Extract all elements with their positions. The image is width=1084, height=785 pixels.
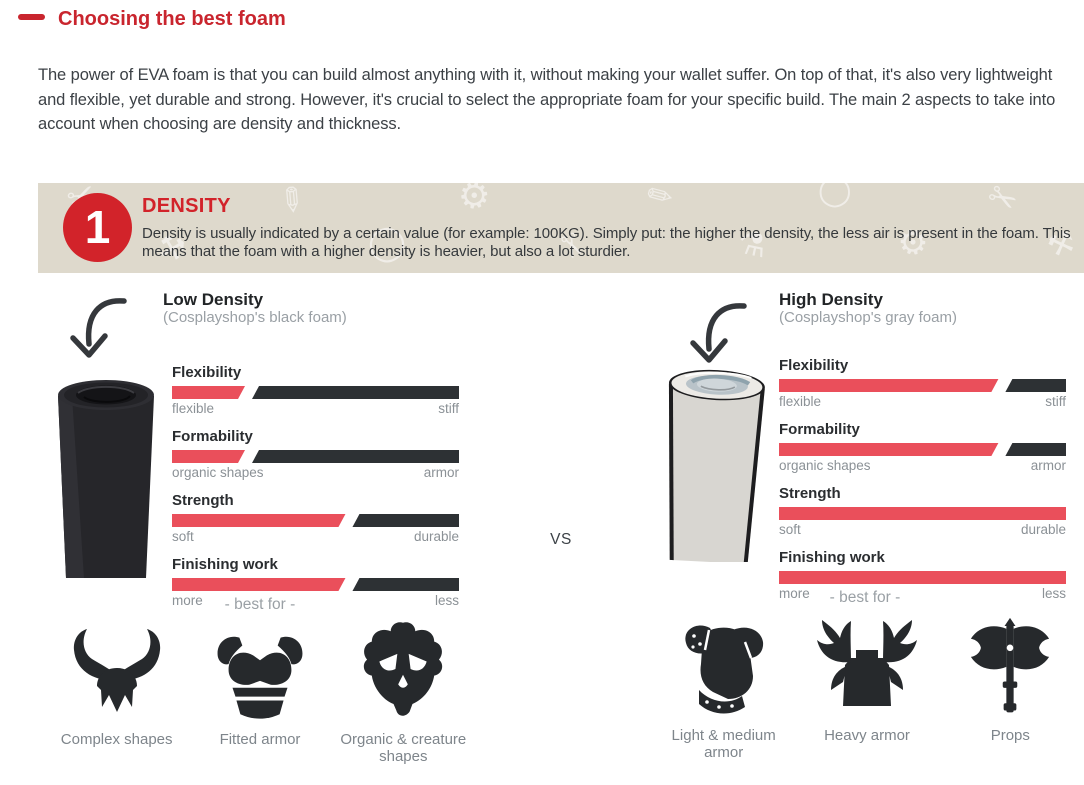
horned-headdress-icon — [61, 616, 173, 724]
high-density-header: High Density (Cosplayshop's gray foam) — [779, 290, 1084, 327]
best-for-caption: Organic & creature shapes — [340, 731, 467, 765]
meter-label: Flexibility — [779, 357, 849, 374]
best-for-caption: Complex shapes — [60, 731, 173, 748]
meter-right-label: stiff — [438, 401, 459, 416]
meter-left-label: more — [172, 593, 203, 608]
tool-doodle-icon: ✂ — [980, 183, 1025, 223]
best-for-label-high: - best for - — [829, 589, 901, 606]
best-for-item: Heavy armor — [795, 612, 938, 761]
low-density-best-for-row: Complex shapes Fitted armor — [45, 616, 475, 765]
meter-label: Flexibility — [172, 364, 242, 381]
heading-dash-icon — [18, 14, 45, 20]
meter-formability: Formability organic shapes armor — [172, 428, 459, 481]
tool-doodle-icon: ⚙ — [454, 183, 494, 219]
best-for-item: Light & medium armor — [652, 612, 795, 761]
meter-label: Strength — [779, 485, 841, 502]
battle-axe-icon — [960, 612, 1060, 720]
meter-right-label: durable — [1020, 522, 1066, 537]
best-for-item: Organic & creature shapes — [332, 616, 475, 765]
low-density-subtitle: (Cosplayshop's black foam) — [163, 309, 347, 326]
tool-doodle-icon: ✎ — [641, 183, 680, 218]
meter-flexibility: Flexibility flexible stiff — [172, 364, 459, 417]
step-number-badge: 1 — [63, 193, 132, 262]
meter-left-label: flexible — [172, 401, 215, 416]
black-foam-roll-image — [58, 380, 154, 578]
meter-right-label: stiff — [1045, 394, 1066, 409]
best-for-caption: Props — [990, 727, 1030, 744]
knight-armor-icon — [669, 612, 779, 720]
vs-label: VS — [550, 531, 572, 548]
meter-left-label: organic shapes — [779, 458, 871, 473]
meter-bar — [172, 386, 459, 399]
meter-bar — [779, 379, 1066, 392]
meter-bar — [779, 507, 1066, 520]
meter-bar — [779, 571, 1066, 584]
low-density-header: Low Density (Cosplayshop's black foam) — [163, 290, 483, 327]
meter-finishing-work: Finishing work more less — [779, 549, 1066, 602]
meter-label: Strength — [172, 492, 234, 509]
meter-strength: Strength soft durable — [779, 485, 1066, 538]
best-for-caption: Fitted armor — [219, 731, 301, 748]
best-for-label-low: - best for - — [224, 596, 296, 613]
gray-foam-roll-image — [668, 369, 765, 562]
high-density-best-for-row: Light & medium armor Heavy armor — [652, 612, 1082, 761]
best-for-caption: Heavy armor — [824, 727, 910, 744]
best-for-item: Complex shapes — [45, 616, 188, 765]
meter-label: Finishing work — [779, 549, 885, 566]
meter-right-label: less — [1041, 586, 1066, 601]
meter-left-label: organic shapes — [172, 465, 264, 480]
step-number: 1 — [84, 200, 111, 253]
meter-left-label: soft — [779, 522, 801, 537]
meter-finishing-work: Finishing work more less — [172, 556, 459, 609]
curved-arrow-icon — [70, 298, 127, 358]
banner-title: DENSITY — [142, 195, 231, 217]
best-for-caption: Light & medium armor — [671, 727, 776, 761]
curved-arrow-icon — [690, 303, 747, 363]
horned-armor-icon — [809, 612, 925, 720]
intro-paragraph: The power of EVA foam is that you can bu… — [38, 66, 1056, 133]
meter-label: Formability — [172, 428, 253, 445]
low-density-title: Low Density — [163, 290, 264, 309]
meter-strength: Strength soft durable — [172, 492, 459, 545]
banner-body: Density is usually indicated by a certai… — [142, 225, 1071, 260]
meter-bar — [172, 578, 459, 591]
meter-flexibility: Flexibility flexible stiff — [779, 357, 1066, 410]
density-banner: ✂⚒✎◯⚙✂✎⚗◯⚙✂⚒ 1 DENSITY Density is usuall… — [38, 183, 1084, 273]
tool-doodle-icon: ✎ — [269, 183, 314, 223]
meter-left-label: more — [779, 586, 810, 601]
high-density-title: High Density — [779, 290, 883, 309]
meter-right-label: armor — [1030, 458, 1066, 473]
tool-doodle-icon: ◯ — [818, 183, 852, 207]
low-density-meters: Flexibility flexible stiff Formability or… — [172, 364, 459, 620]
meter-formability: Formability organic shapes armor — [779, 421, 1066, 474]
high-density-subtitle: (Cosplayshop's gray foam) — [779, 309, 957, 326]
meter-right-label: less — [434, 593, 459, 608]
best-for-item: Fitted armor — [188, 616, 331, 765]
meter-right-label: armor — [423, 465, 459, 480]
fitted-armor-icon — [206, 616, 314, 724]
meter-right-label: durable — [413, 529, 459, 544]
meter-bar — [172, 450, 459, 463]
creature-skull-icon — [351, 616, 455, 724]
meter-bar — [779, 443, 1066, 456]
high-density-meters: Flexibility flexible stiff Formability or… — [779, 357, 1066, 613]
best-for-item: Props — [939, 612, 1082, 761]
meter-left-label: soft — [172, 529, 194, 544]
meter-label: Formability — [779, 421, 860, 438]
page-title: Choosing the best foam — [58, 8, 286, 30]
meter-bar — [172, 514, 459, 527]
meter-label: Finishing work — [172, 556, 278, 573]
meter-left-label: flexible — [779, 394, 822, 409]
